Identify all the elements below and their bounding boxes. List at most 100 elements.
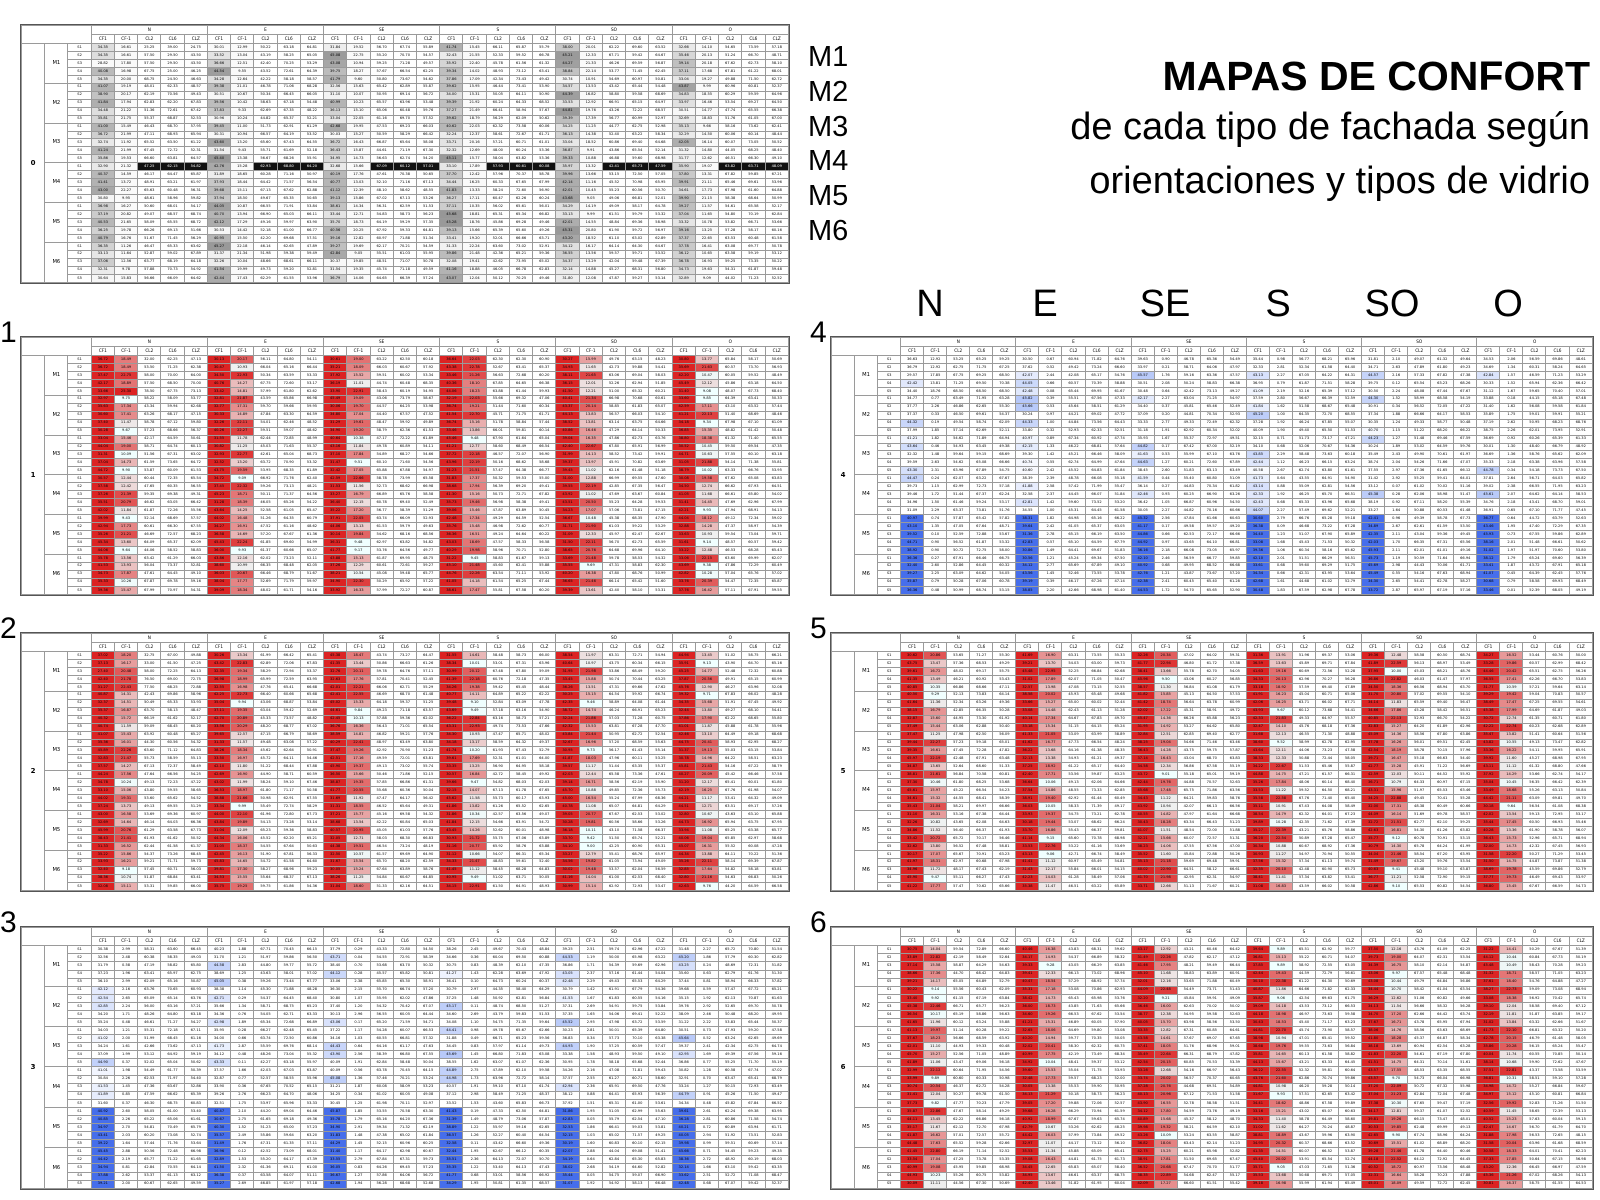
model-group-label: M6	[44, 849, 69, 892]
heatmap-cell: 60.50	[1430, 651, 1455, 660]
heatmap-cell: 45.72	[253, 754, 278, 764]
heatmap-cell: 68.74	[183, 210, 208, 219]
heatmap-cell: 52.19	[1222, 442, 1247, 452]
heatmap-cell: 1.87	[346, 1082, 371, 1092]
heatmap-cell: 67.55	[183, 522, 208, 531]
heatmap-cell: 63.80	[415, 738, 441, 748]
heatmap-cell: 21.66	[230, 794, 255, 804]
heatmap-cell: 62.22	[532, 690, 557, 700]
heatmap-cell: 60.97	[369, 233, 394, 243]
heatmap-cell: 43.84	[555, 730, 580, 740]
heatmap-cell: 36.30	[323, 985, 348, 995]
season-label: S1	[877, 474, 902, 484]
heatmap-cell: 53.32	[299, 458, 325, 468]
heatmap-cell: 64.51	[415, 881, 441, 892]
heatmap-cell: 9.93	[694, 506, 720, 516]
heatmap-cell: 44.15	[1522, 394, 1547, 404]
heatmap-cell: 65.15	[741, 674, 766, 684]
heatmap-cell: 60.56	[160, 738, 185, 748]
season-label: S4	[67, 1050, 92, 1060]
heatmap-cell: 15.27	[346, 130, 371, 140]
heatmap-cell: 36.53	[206, 786, 232, 796]
heatmap-cell: 53.33	[299, 370, 325, 380]
heatmap-cell: 54.50	[1222, 498, 1247, 508]
heatmap-cell: 67.03	[276, 1066, 301, 1076]
heatmap-cell: 50.62	[532, 114, 557, 124]
heatmap-cell: 48.66	[253, 257, 278, 267]
heatmap-cell: 17.09	[462, 74, 487, 84]
heatmap-cell: 67.73	[299, 810, 325, 820]
heatmap-cell: 32.80	[671, 810, 696, 820]
heatmap-cell: 38.79	[671, 466, 696, 476]
heatmap-cell: 73.05	[1199, 545, 1224, 555]
heatmap-cell: 0.19	[462, 1106, 487, 1116]
season-label: S5	[67, 682, 92, 692]
heatmap-cell: 59.19	[741, 249, 766, 259]
heatmap-cell: 63.13	[1199, 466, 1224, 476]
heatmap-cell: 2.78	[1038, 530, 1063, 539]
heatmap-cell: 60.01	[508, 826, 534, 835]
heatmap-cell: 61.84	[415, 1131, 441, 1141]
heatmap-cell: 22.05	[346, 514, 371, 524]
heatmap-cell: 58.24	[1545, 362, 1570, 372]
heatmap-cell: 65.91	[625, 442, 650, 452]
heatmap-cell: 31.39	[439, 1114, 464, 1125]
heatmap-cell: 60.57	[1061, 378, 1086, 388]
heatmap-cell: 49.91	[718, 674, 743, 684]
heatmap-cell: 57.02	[299, 969, 325, 979]
heatmap-cell: 58.09	[392, 1082, 417, 1092]
heatmap-cell: 68.80	[276, 162, 301, 172]
heatmap-cell: 71.76	[276, 474, 301, 484]
heatmap-cell: 16.31	[694, 841, 720, 851]
heatmap-cell: 51.27	[532, 1001, 557, 1011]
heatmap-cell: 50.46	[369, 770, 394, 780]
heatmap-cell: 57.44	[532, 418, 557, 428]
heatmap-cell: 49.85	[601, 786, 627, 796]
season-label: S3	[67, 218, 92, 227]
heatmap-cell: 44.82	[253, 114, 278, 124]
heatmap-cell: 35.37	[90, 706, 115, 716]
heatmap-cell: 58.00	[992, 545, 1017, 555]
heatmap-cell: 65.39	[485, 225, 510, 235]
heatmap-cell: 47.25	[183, 658, 208, 668]
heatmap-cell: 14.96	[694, 754, 720, 764]
heatmap-cell: 56.63	[369, 154, 394, 164]
heatmap-cell: 64.91	[1314, 474, 1340, 484]
heatmap-cell: 60.97	[183, 810, 208, 820]
heatmap-cell: 37.11	[439, 202, 464, 212]
heatmap-cell: 52.82	[648, 1163, 673, 1173]
heatmap-cell: 58.38	[718, 194, 743, 204]
heatmap-cell: 69.70	[741, 1001, 766, 1011]
heatmap-cell: 48.78	[1061, 474, 1086, 484]
heatmap-cell: 59.36	[276, 826, 301, 835]
metric-header: CL2	[1407, 642, 1432, 653]
heatmap-cell: 66.57	[253, 130, 278, 140]
heatmap-cell: 73.67	[392, 74, 417, 84]
heatmap-cell: 71.66	[1430, 458, 1455, 468]
heatmap-cell: 21.65	[113, 218, 139, 227]
season-label: S3	[67, 98, 92, 108]
heatmap-cell: 62.67	[648, 530, 673, 539]
heatmap-cell: 62.17	[369, 241, 394, 251]
heatmap-cell: 37.58	[90, 482, 115, 492]
heatmap-cell: 46.23	[1291, 458, 1316, 468]
heatmap-cell: 72.68	[276, 1018, 301, 1028]
heatmap-cell: 2.43	[1384, 450, 1409, 460]
heatmap-cell: 65.18	[1568, 561, 1593, 571]
heatmap-cell: 72.35	[741, 577, 766, 587]
heatmap-cell: 59.73	[1107, 658, 1132, 668]
heatmap-cell: 44.34	[206, 833, 232, 843]
heatmap-cell: 54.03	[1061, 658, 1086, 668]
heatmap-cell: 12.57	[230, 730, 255, 740]
metric-header: CLZ	[648, 34, 673, 45]
heatmap-cell: 53.90	[532, 82, 557, 92]
heatmap-cell: 42.81	[1015, 498, 1040, 508]
heatmap-cell: 65.41	[718, 778, 743, 788]
season-label: S2	[67, 778, 92, 788]
season-label: S2	[67, 130, 92, 140]
season-label: S2	[67, 738, 92, 748]
heatmap-cell: 65.00	[276, 1123, 301, 1133]
heatmap-cell: 34.35	[671, 698, 696, 708]
heatmap-cell: 63.22	[969, 474, 994, 484]
heatmap-cell: 54.76	[1107, 370, 1132, 380]
